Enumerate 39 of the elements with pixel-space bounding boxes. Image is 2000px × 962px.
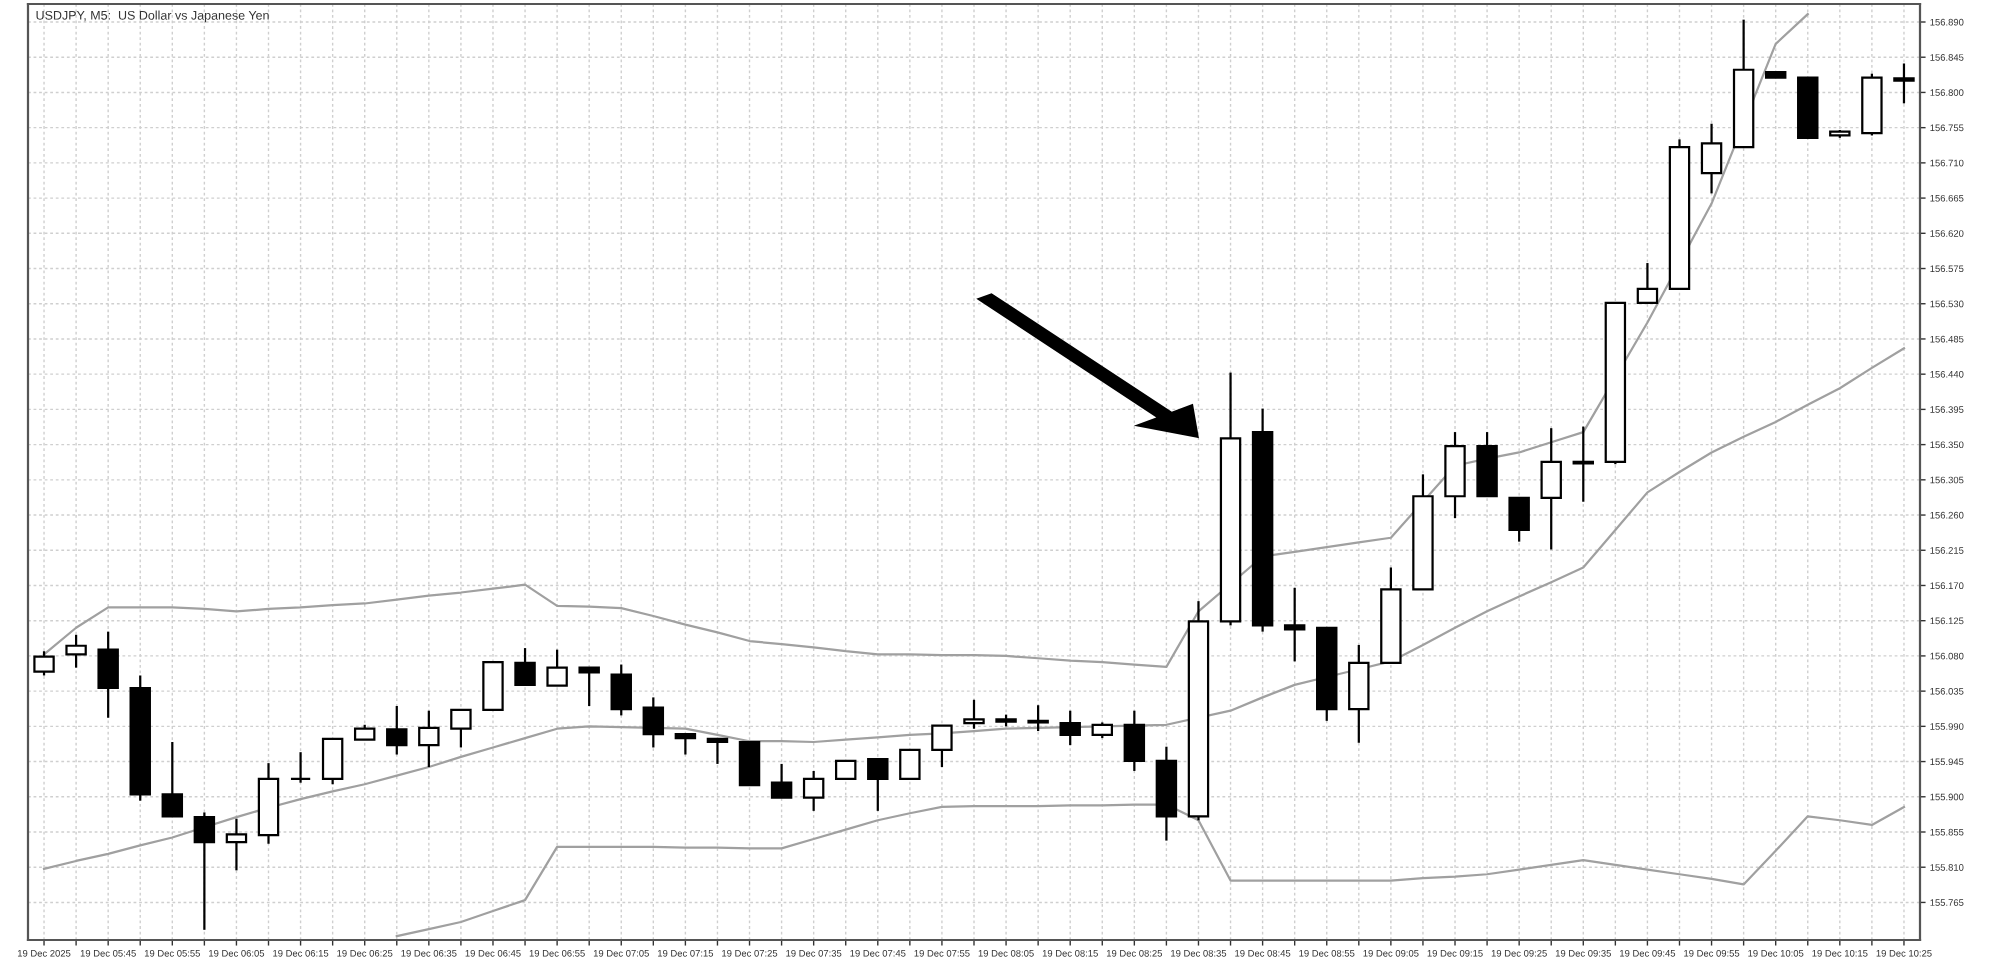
candlestick [450,708,472,749]
candlestick [1700,122,1723,195]
candlestick [1348,643,1370,744]
candlestick [418,709,440,769]
candlestick [1508,496,1530,543]
candlestick [802,769,825,812]
candlestick [97,630,119,719]
candlestick [321,737,344,786]
candlestick [1572,425,1595,503]
candlestick [706,737,729,766]
candlestick [1540,427,1562,551]
candlestick [386,704,408,756]
candlestick [289,751,312,784]
candlestick [33,650,55,677]
candlestick [867,758,889,812]
candlestick [963,698,985,730]
candlestick [738,740,761,787]
candlestick [1283,586,1306,663]
candlestick [482,661,504,712]
candlestick [1123,709,1146,773]
candlestick [931,724,953,769]
candlestick [65,633,87,669]
candlestick [1636,261,1659,305]
candlestick [193,811,216,931]
candlestick [225,817,248,872]
candlestick [546,648,568,687]
candlestick [1027,704,1049,733]
candlestick [770,762,793,799]
candlestick [1893,62,1915,105]
candlestick [578,666,600,708]
line-series [42,347,1906,870]
candlestick [1059,709,1081,747]
candlestick [899,748,921,780]
candlestick [610,663,632,717]
candlestick [161,740,184,818]
line-series [395,803,1906,938]
candlestick [514,646,536,686]
candlestick [642,696,665,749]
candlestick [674,733,697,756]
